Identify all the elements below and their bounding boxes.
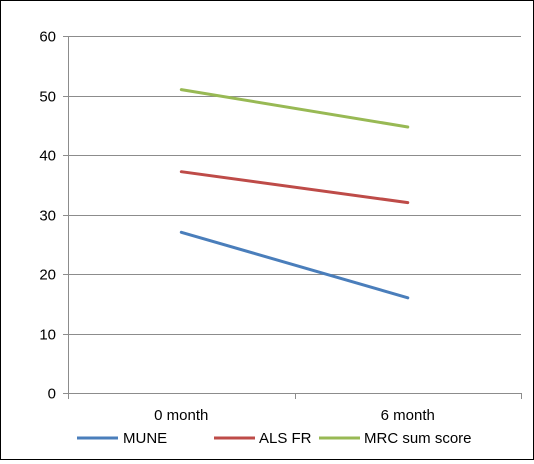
y-tick-labels: 0 10 20 30 40 50 60 bbox=[39, 29, 56, 403]
series-line-mune bbox=[179, 230, 410, 300]
x-tick-label: 6 month bbox=[381, 407, 435, 424]
y-tick-label: 60 bbox=[39, 29, 56, 46]
legend-label: MUNE bbox=[123, 430, 167, 447]
legend-label: ALS FR bbox=[259, 430, 312, 447]
series-line-als-fr bbox=[179, 170, 410, 205]
x-tick-label: 0 month bbox=[154, 407, 208, 424]
series-line-mrc-sum-score bbox=[179, 88, 410, 129]
y-tick-label: 0 bbox=[48, 386, 56, 403]
x-tick-labels: 0 month 6 month bbox=[154, 407, 435, 424]
y-tick-label: 30 bbox=[39, 208, 56, 225]
series-lines bbox=[179, 88, 410, 300]
legend: MUNE ALS FR MRC sum score bbox=[77, 430, 472, 447]
y-tick-label: 50 bbox=[39, 89, 56, 106]
y-tick-label: 40 bbox=[39, 148, 56, 165]
axes bbox=[63, 36, 522, 399]
y-tick-label: 10 bbox=[39, 327, 56, 344]
y-tick-label: 20 bbox=[39, 267, 56, 284]
legend-label: MRC sum score bbox=[364, 430, 472, 447]
grid-lines bbox=[68, 36, 521, 335]
